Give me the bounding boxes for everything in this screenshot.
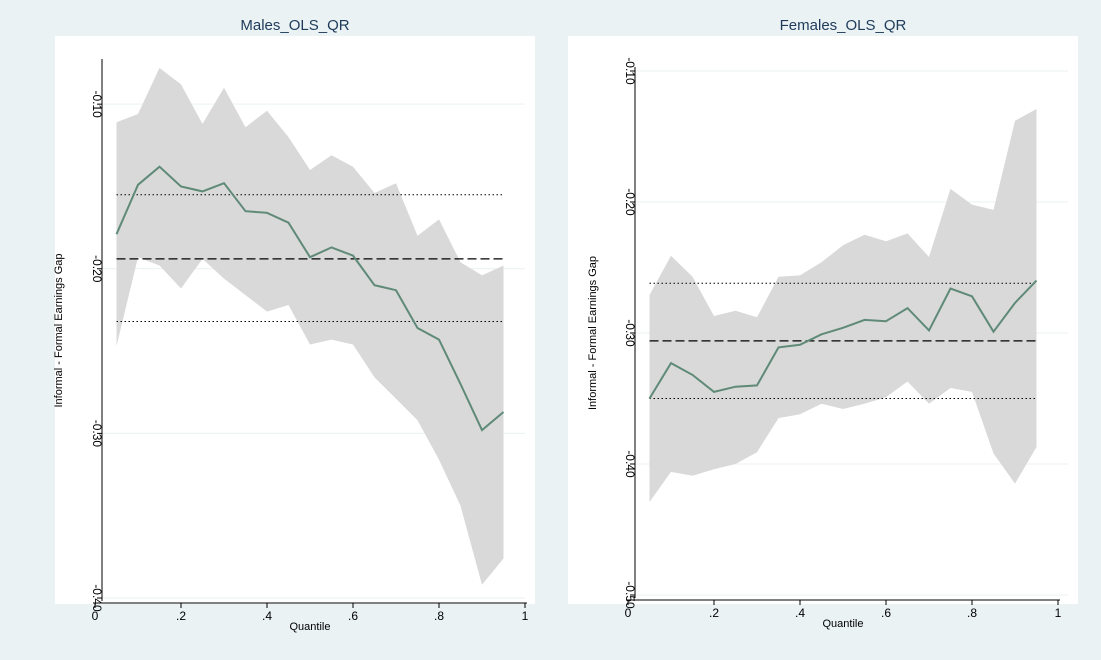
x-tick-label: 1 (522, 609, 529, 623)
y-tick-label: -0.20 (90, 255, 104, 283)
y-tick-label: -0.50 (623, 581, 637, 609)
x-tick-label: .2 (176, 609, 186, 623)
x-tick-label: .6 (881, 606, 891, 620)
confidence-band (116, 67, 504, 585)
x-tick-label: 0 (625, 606, 632, 620)
x-axis-title: Quantile (290, 621, 331, 633)
males-panel: -0.10 -0.20 -0.30 -0.400 .2 .4 .6 .8 1 Quantile In… (53, 17, 535, 633)
y-tick-label: -0.40 (90, 584, 104, 612)
x-tick-label: .6 (348, 609, 358, 623)
confidence-band (649, 109, 1037, 502)
qr-estimate-line (648, 279, 1038, 400)
y-tick-label: -0.30 (623, 319, 637, 347)
qr-estimate-line (115, 165, 505, 432)
x-tick-label: .8 (434, 609, 444, 623)
x-tick-label: .4 (795, 606, 805, 620)
x-tick-label: 0 (92, 609, 99, 623)
panel-title: Males_OLS_QR (240, 17, 349, 34)
x-tick-label: 1 (1055, 606, 1062, 620)
y-axis-title: Informal - Formal Earnings Gap (587, 256, 599, 410)
y-tick-label: -0.10 (90, 90, 104, 118)
y-axis-title: Informal - Formal Earnings Gap (53, 253, 65, 407)
females-panel: -0.10 -0.20 -0.30 -0.40 -0.500 .2 .4 .6 .8 1 Quant… (568, 17, 1078, 630)
y-tick-label: -0.40 (623, 450, 637, 478)
x-tick-label: .8 (967, 606, 977, 620)
y-tick-label: -0.20 (623, 188, 637, 216)
x-tick-label: .4 (262, 609, 272, 623)
x-axis-title: Quantile (823, 618, 864, 630)
y-tick-label: -0.10 (623, 57, 637, 85)
panel-title: Females_OLS_QR (780, 17, 907, 34)
y-tick-label: -0.30 (90, 420, 104, 448)
x-tick-label: .2 (709, 606, 719, 620)
